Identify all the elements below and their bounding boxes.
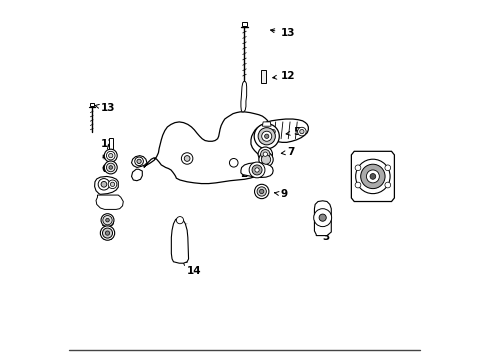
Circle shape (102, 216, 112, 225)
Circle shape (102, 228, 112, 238)
Circle shape (268, 127, 277, 136)
Polygon shape (171, 218, 188, 263)
Polygon shape (131, 156, 147, 167)
Circle shape (259, 189, 264, 194)
Circle shape (261, 155, 270, 164)
Circle shape (254, 184, 268, 199)
Circle shape (264, 134, 268, 138)
Circle shape (104, 149, 117, 162)
Circle shape (354, 182, 360, 188)
Circle shape (100, 226, 115, 240)
Circle shape (135, 157, 143, 166)
Circle shape (106, 151, 115, 160)
Circle shape (384, 182, 390, 188)
Circle shape (108, 153, 113, 158)
Bar (242, 22, 246, 26)
Circle shape (313, 209, 331, 226)
Circle shape (105, 231, 109, 235)
Circle shape (254, 124, 279, 149)
Polygon shape (262, 122, 270, 126)
Circle shape (98, 179, 109, 190)
Text: 3: 3 (322, 228, 329, 242)
Circle shape (110, 182, 115, 186)
Text: 12: 12 (272, 71, 294, 81)
Text: 5: 5 (285, 127, 300, 137)
Text: 8: 8 (101, 231, 109, 240)
Polygon shape (314, 201, 330, 235)
Circle shape (184, 156, 190, 161)
Circle shape (105, 219, 109, 222)
Circle shape (254, 168, 259, 172)
Polygon shape (264, 119, 308, 142)
Circle shape (108, 180, 117, 189)
Circle shape (101, 214, 114, 226)
Text: 15: 15 (372, 193, 386, 203)
Circle shape (261, 131, 271, 141)
Polygon shape (351, 151, 394, 202)
Polygon shape (241, 81, 246, 112)
Circle shape (176, 217, 183, 224)
Circle shape (366, 170, 379, 183)
Text: 9: 9 (274, 189, 287, 199)
Circle shape (101, 181, 106, 187)
Circle shape (106, 163, 115, 172)
Bar (109, 138, 112, 149)
Circle shape (249, 162, 264, 178)
Circle shape (109, 166, 112, 169)
Text: 4: 4 (101, 152, 108, 162)
Bar (89, 103, 94, 107)
Polygon shape (96, 195, 123, 210)
Circle shape (229, 158, 238, 167)
Text: 13: 13 (270, 28, 294, 38)
Circle shape (360, 164, 384, 189)
Circle shape (355, 159, 389, 194)
Circle shape (369, 174, 375, 179)
Circle shape (354, 165, 360, 171)
Text: 2: 2 (239, 169, 252, 179)
Circle shape (251, 165, 262, 175)
Circle shape (260, 149, 269, 159)
Circle shape (319, 214, 325, 221)
Circle shape (258, 152, 273, 167)
Circle shape (270, 130, 275, 134)
Polygon shape (144, 112, 267, 184)
Polygon shape (94, 176, 118, 194)
Text: 13: 13 (95, 103, 115, 113)
Circle shape (258, 128, 275, 145)
Text: 10: 10 (101, 218, 115, 228)
Text: 1: 1 (101, 182, 108, 192)
Polygon shape (241, 163, 273, 177)
Bar (260, 69, 265, 83)
Text: 11: 11 (101, 139, 115, 149)
Text: 14: 14 (183, 261, 202, 276)
Circle shape (258, 147, 272, 161)
Polygon shape (131, 169, 142, 181)
Circle shape (299, 130, 304, 134)
Circle shape (263, 152, 267, 156)
Circle shape (257, 187, 266, 196)
Circle shape (297, 127, 305, 136)
Text: 7: 7 (281, 147, 294, 157)
Circle shape (181, 153, 192, 164)
Circle shape (384, 165, 390, 171)
Text: 6: 6 (101, 164, 108, 174)
Circle shape (104, 161, 117, 174)
Circle shape (137, 159, 141, 163)
